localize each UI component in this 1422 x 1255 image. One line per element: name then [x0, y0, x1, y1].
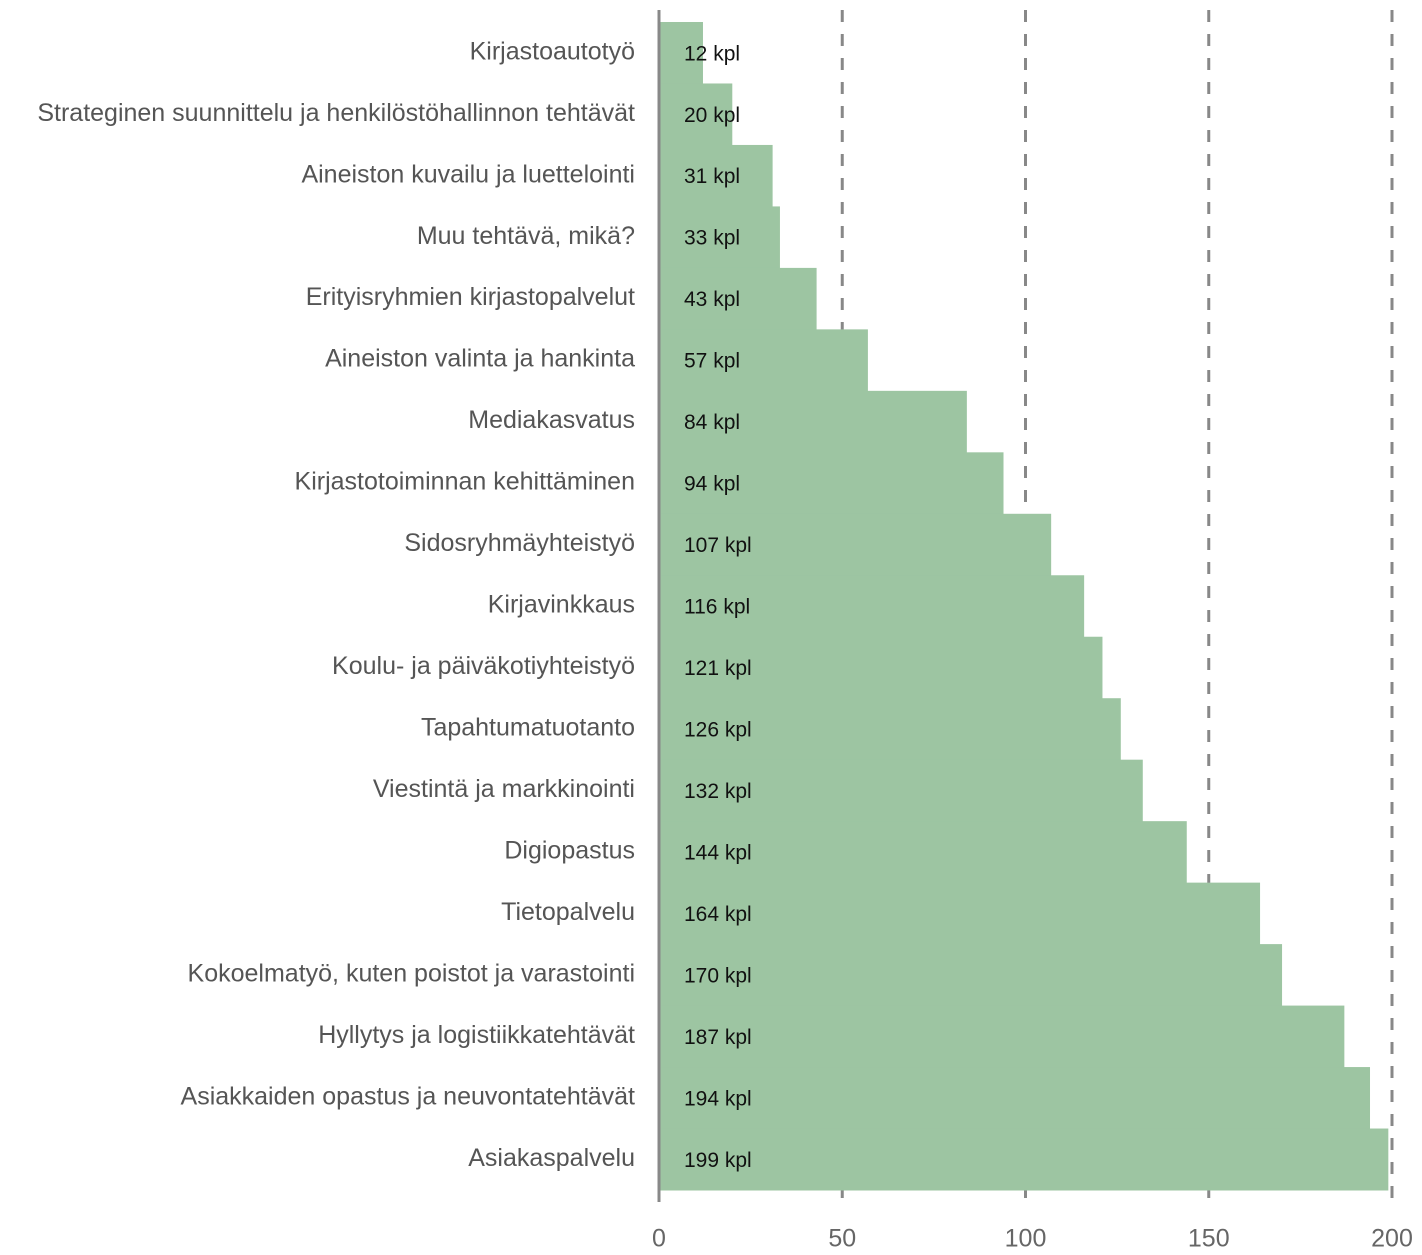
bar [659, 267, 817, 330]
data-label: 194 kpl [684, 1087, 752, 1110]
y-tick-label: Erityisryhmien kirjastopalvelut [306, 283, 635, 311]
y-tick-label: Aineiston kuvailu ja luettelointi [301, 160, 635, 188]
bar [659, 452, 1004, 515]
data-label: 12 kpl [684, 42, 740, 65]
y-tick-label: Tapahtumatuotanto [421, 714, 635, 742]
bar [659, 390, 967, 453]
y-tick-label: Kirjastotoiminnan kehittäminen [295, 468, 635, 496]
data-label: 107 kpl [684, 534, 752, 557]
bar [659, 575, 1085, 638]
data-label: 20 kpl [684, 104, 740, 127]
bar [659, 22, 703, 84]
bar [659, 513, 1052, 576]
y-tick-label: Muu tehtävä, mikä? [417, 222, 635, 250]
x-tick-label: 200 [1371, 1225, 1413, 1253]
bar [659, 636, 1103, 699]
bar [659, 882, 1261, 945]
data-label: 187 kpl [684, 1026, 752, 1049]
y-tick-label: Sidosryhmäyhteistyö [404, 529, 635, 557]
bar [659, 759, 1143, 822]
data-label: 94 kpl [684, 473, 740, 496]
data-label: 144 kpl [684, 841, 752, 864]
y-tick-label: Viestintä ja markkinointi [373, 775, 635, 803]
bar [659, 144, 773, 207]
data-label: 132 kpl [684, 780, 752, 803]
bar [659, 698, 1121, 761]
bar [659, 1067, 1371, 1130]
data-label: 170 kpl [684, 964, 752, 987]
bar [659, 206, 780, 269]
bar [659, 944, 1283, 1007]
y-tick-label: Tietopalvelu [501, 898, 635, 926]
data-label: 84 kpl [684, 411, 740, 434]
data-label: 43 kpl [684, 288, 740, 311]
y-tick-label: Strateginen suunnittelu ja henkilöstöhal… [37, 99, 635, 127]
bar [659, 83, 733, 146]
data-label: 164 kpl [684, 903, 752, 926]
y-tick-label: Kirjavinkkaus [488, 591, 635, 619]
data-label: 126 kpl [684, 718, 752, 741]
bar [659, 1005, 1345, 1068]
y-tick-label: Kokoelmatyö, kuten poistot ja varastoint… [188, 959, 635, 987]
data-label: 57 kpl [684, 350, 740, 373]
data-label: 121 kpl [684, 657, 752, 680]
y-tick-label: Mediakasvatus [468, 406, 635, 434]
bar [659, 329, 868, 392]
data-label: 31 kpl [684, 165, 740, 188]
y-tick-label: Asiakaspalvelu [468, 1144, 635, 1172]
data-label: 199 kpl [684, 1149, 752, 1172]
x-tick-label: 150 [1188, 1225, 1230, 1253]
data-label: 33 kpl [684, 227, 740, 250]
bar [659, 821, 1187, 884]
x-tick-label: 0 [652, 1225, 666, 1253]
y-tick-label: Kirjastoautotyö [470, 37, 635, 65]
x-tick-label: 50 [828, 1225, 856, 1253]
data-label: 116 kpl [684, 596, 750, 619]
x-tick-label: 100 [1005, 1225, 1047, 1253]
y-tick-label: Hyllytys ja logistiikkatehtävät [318, 1021, 635, 1049]
bar [659, 1128, 1389, 1191]
y-tick-label: Digiopastus [504, 837, 635, 865]
y-tick-label: Koulu- ja päiväkotiyhteistyö [332, 652, 635, 680]
y-tick-label: Asiakkaiden opastus ja neuvontatehtävät [181, 1082, 636, 1110]
y-tick-label: Aineiston valinta ja hankinta [325, 345, 635, 373]
